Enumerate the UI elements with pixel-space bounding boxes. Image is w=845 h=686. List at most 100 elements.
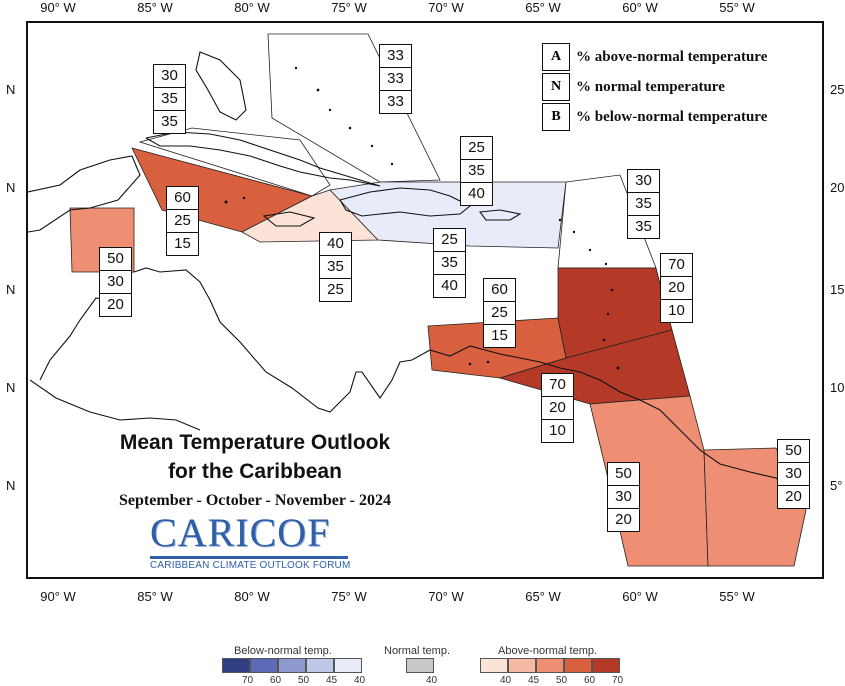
longitude-tick-bot: 80° W [234,589,270,604]
longitude-tick-bot: 65° W [525,589,561,604]
map-canvas [28,33,807,567]
map-title: Mean Temperature Outlook for the Caribbe… [70,428,440,486]
legend-swatch-above [564,658,592,673]
longitude-tick-top: 90° W [40,0,76,15]
probability-below: 25 [319,278,352,302]
probability-box-hispaniola-puerto-rico: 25 35 40 [433,228,466,298]
caricof-logo-underline [150,556,348,559]
legend-value-above: 45 [528,675,540,686]
legend-value-above: 70 [612,675,624,686]
longitude-tick-bot: 55° W [719,589,755,604]
region-bahamas [267,33,441,183]
latitude-tick-left: N [6,180,16,195]
legend-swatch-normal [406,658,434,673]
longitude-tick-bot: 75° W [331,589,367,604]
probability-above: 50 [99,247,132,271]
probability-box-cuba-west: 30 35 35 [153,64,186,134]
probability-normal: 35 [433,251,466,275]
probability-normal: 35 [627,192,660,216]
probability-below: 15 [483,324,516,348]
probability-above: 25 [433,228,466,252]
latitude-tick-left: N [6,282,16,297]
legend-normal-label: Normal temp. [384,645,451,657]
probability-below: 20 [99,293,132,317]
probability-box-trinidad-tobago: 70 20 10 [541,373,574,443]
longitude-tick-top: 65° W [525,0,561,15]
probability-above: 40 [319,232,352,256]
probability-above: 70 [660,253,693,277]
latitude-tick-left: N [6,478,16,493]
longitude-tick-bot: 70° W [428,589,464,604]
key-row-above: A % above-normal temperature [542,42,767,72]
latitude-tick-right: 5° [830,478,843,493]
longitude-tick-top: 75° W [331,0,367,15]
key-text-below: % below-normal temperature [576,108,768,125]
probability-box-aruba-curacao: 60 25 15 [483,278,516,348]
probability-normal: 20 [541,396,574,420]
probability-box-hispaniola-north: 25 35 40 [460,136,493,206]
longitude-tick-bot: 60° W [622,589,658,604]
probability-above: 70 [541,373,574,397]
caricof-logo-word: CARICOF [150,510,331,555]
legend-value-below: 40 [354,675,366,686]
probability-key: A % above-normal temperature N % normal … [542,42,767,132]
legend-value-above: 50 [556,675,568,686]
probability-below: 15 [166,232,199,256]
legend-below-label: Below-normal temp. [234,645,332,657]
probability-above: 30 [627,169,660,193]
probability-box-jamaica: 40 35 25 [319,232,352,302]
longitude-tick-top: 60° W [622,0,658,15]
legend-swatch-above [536,658,564,673]
probability-normal: 25 [483,301,516,325]
caricof-logo-subtitle: CARIBBEAN CLIMATE OUTLOOK FORUM [150,560,351,571]
legend-swatch-below [222,658,250,673]
probability-normal: 25 [166,209,199,233]
caricof-logo: CARICOF CARIBBEAN CLIMATE OUTLOOK FORUM [150,512,360,571]
legend-above-label: Above-normal temp. [498,645,598,657]
latitude-tick-left: N [6,82,16,97]
legend-value-above: 40 [500,675,512,686]
probability-box-guyana: 50 30 20 [607,462,640,532]
longitude-tick-top: 70° W [428,0,464,15]
map-season: September - October - November - 2024 [119,492,391,509]
probability-below: 35 [153,110,186,134]
probability-box-suriname-french-guiana: 50 30 20 [777,439,810,509]
legend-swatch-above [480,658,508,673]
probability-normal: 30 [99,270,132,294]
probability-normal: 35 [153,87,186,111]
probability-above: 30 [153,64,186,88]
map-title-line2: for the Caribbean [168,460,342,483]
probability-below: 33 [379,90,412,114]
probability-above: 33 [379,44,412,68]
key-row-normal: N % normal temperature [542,72,767,102]
probability-below: 20 [607,508,640,532]
legend-swatch-below [278,658,306,673]
legend-value-below: 45 [326,675,338,686]
latitude-tick-right: 20 [830,180,845,195]
probability-above: 60 [166,186,199,210]
legend-value-below: 50 [298,675,310,686]
latitude-tick-right: 15 [830,282,845,297]
probability-box-belize: 50 30 20 [99,247,132,317]
probability-below: 40 [433,274,466,298]
legend-value-normal: 40 [426,675,438,686]
key-letter-normal: N [542,73,570,101]
probability-normal: 35 [460,159,493,183]
legend-swatch-below [250,658,278,673]
longitude-tick-top: 85° W [137,0,173,15]
small-islands [224,66,620,370]
longitude-tick-bot: 85° W [137,589,173,604]
legend-value-below: 70 [242,675,254,686]
probability-normal: 30 [607,485,640,509]
legend-swatch-above [508,658,536,673]
map-title-line1: Mean Temperature Outlook [119,431,391,454]
latitude-tick-right: 25 [830,82,845,97]
probability-box-windward-islands: 70 20 10 [660,253,693,323]
key-row-below: B % below-normal temperature [542,102,767,132]
legend-swatch-below [306,658,334,673]
legend-value-above: 60 [584,675,596,686]
key-text-above: % above-normal temperature [576,48,768,65]
probability-below: 20 [777,485,810,509]
probability-above: 25 [460,136,493,160]
key-letter-below: B [542,103,570,131]
